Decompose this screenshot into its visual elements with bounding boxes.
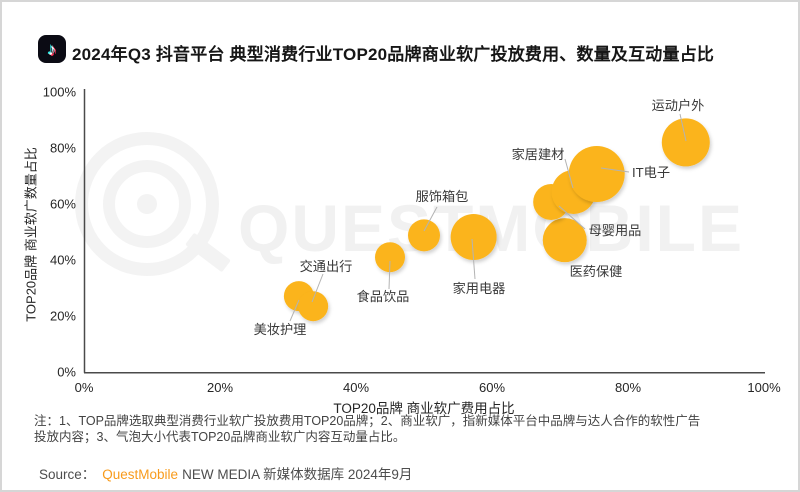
bubble-label: 母婴用品 — [589, 223, 642, 238]
y-tick-label: 0% — [57, 365, 76, 380]
footnote-line-1: 注：1、TOP品牌选取典型消费行业软广投放费用TOP20品牌；2、商业软广，指新… — [34, 414, 701, 428]
y-tick-label: 100% — [43, 85, 77, 100]
x-axis-title: TOP20品牌 商业软广费用占比 — [333, 401, 515, 416]
leader-line — [423, 206, 438, 232]
bubble — [661, 118, 710, 167]
leader-line — [471, 238, 476, 280]
source-brand: QuestMobile — [102, 467, 179, 482]
x-tick-label: 80% — [615, 380, 641, 395]
bubble — [298, 291, 329, 322]
footnote-line-2: 投放内容；3、气泡大小代表TOP20品牌商业软广内容互动量占比。 — [34, 429, 406, 444]
bubble-label: 服饰箱包 — [416, 189, 469, 204]
y-axis-title: TOP20品牌 商业软广数量占比 — [23, 147, 39, 322]
x-tick-label: 40% — [343, 380, 369, 395]
bubble-label: 家用电器 — [453, 280, 506, 296]
bubble — [408, 219, 440, 252]
bubble — [568, 146, 625, 203]
y-tick-label: 40% — [50, 253, 76, 268]
x-tick-label: 0% — [75, 380, 94, 395]
footnote: 注：1、TOP品牌选取典型消费行业软广投放费用TOP20品牌；2、商业软广，指新… — [34, 414, 700, 445]
bubble-label: IT电子 — [632, 165, 670, 180]
x-tick-label: 20% — [207, 380, 233, 395]
source-suffix: NEW MEDIA 新媒体数据库 2024年9月 — [182, 467, 413, 482]
chart-title: 2024年Q3 抖音平台 典型消费行业TOP20品牌商业软广投放费用、数量及互动… — [72, 45, 715, 64]
bubble-label: 美妆护理 — [254, 322, 307, 337]
bubble-label: 食品饮品 — [357, 288, 410, 304]
leader-line — [388, 260, 391, 290]
leader-line — [564, 158, 574, 189]
leader-line — [311, 273, 324, 303]
y-tick-label: 80% — [50, 141, 76, 156]
source-line: Source： QuestMobile NEW MEDIA 新媒体数据库 2024年… — [39, 463, 412, 483]
x-tick-label: 100% — [747, 380, 781, 395]
tiktok-icon: ♪ — [38, 35, 66, 63]
tiktok-note-glyph: ♪ — [47, 39, 57, 59]
bubble-label: 运动户外 — [652, 97, 705, 113]
x-tick-label: 60% — [479, 380, 505, 395]
bubble — [375, 242, 405, 273]
y-tick-label: 20% — [50, 309, 76, 324]
leader-line — [289, 299, 300, 322]
bubble-label: 医药保健 — [570, 264, 623, 279]
bubble-label: 家居建材 — [512, 146, 565, 162]
bubble — [450, 214, 497, 261]
leader-line — [558, 205, 586, 230]
bubble — [542, 218, 587, 263]
bubble-label: 交通出行 — [300, 258, 353, 274]
y-tick-label: 60% — [50, 197, 76, 212]
leader-line — [600, 167, 630, 173]
source-label: Source： — [39, 467, 96, 482]
leader-line — [679, 113, 687, 142]
